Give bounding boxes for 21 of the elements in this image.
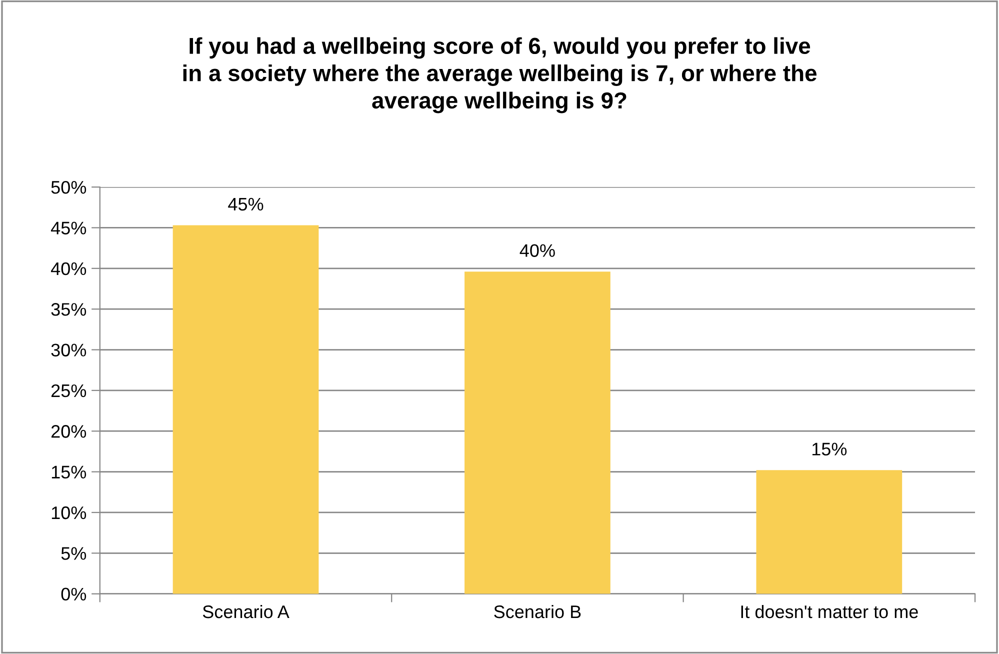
y-tick-label: 20% [51, 425, 86, 438]
bar [756, 470, 902, 594]
bar [464, 272, 610, 594]
data-label: 45% [228, 198, 264, 211]
data-label: 15% [812, 442, 847, 456]
y-tick-label: 50% [51, 180, 86, 194]
y-tick-label: 40% [50, 262, 86, 276]
x-tick-label: It doesn't matter to me [741, 604, 918, 618]
data-label: 40% [520, 244, 555, 257]
y-tick-label: 30% [51, 344, 86, 356]
y-tick-label: 45% [50, 222, 86, 234]
y-tick-label: 25% [51, 384, 86, 398]
x-tick-label: Scenario B [494, 604, 581, 618]
y-tick-label: 10% [52, 506, 86, 520]
chart-title: If you had a wellbeing score of 6, would you prefer to live in a society where the average wellbeing is 7, or where the average wellbeing is 9? [183, 37, 817, 114]
bar [172, 225, 319, 594]
y-tick-label: 35% [51, 303, 86, 316]
y-tick-label: 15% [52, 466, 86, 479]
y-tick-label: 0% [61, 588, 86, 601]
y-tick-label: 5% [61, 547, 86, 560]
x-tick-label: Scenario A [202, 604, 290, 618]
